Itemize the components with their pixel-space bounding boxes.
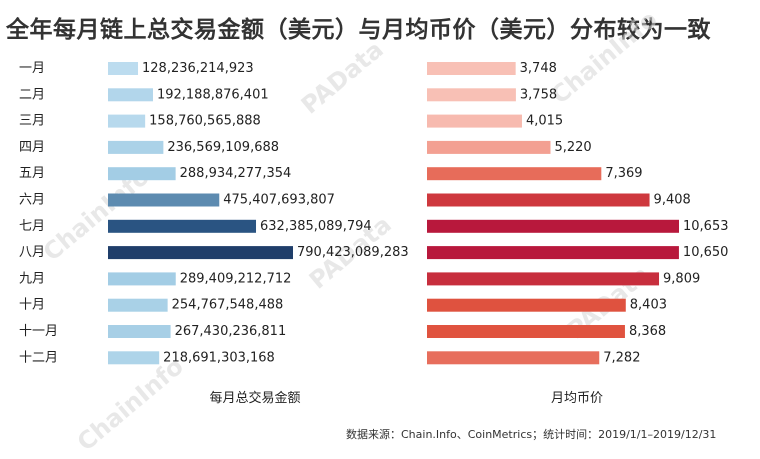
volume-bar (108, 246, 293, 260)
price-bar (427, 325, 625, 338)
price-axis-label: 月均币价 (551, 391, 603, 406)
price-value-label: 9,809 (663, 271, 700, 286)
month-label: 八月 (19, 245, 45, 260)
source-note: 数据来源：Chain.Info、CoinMetrics；统计时间：2019/1/… (346, 428, 717, 441)
price-value-label: 4,015 (526, 114, 563, 129)
month-label: 七月 (19, 219, 45, 234)
chart-title: 全年每月链上总交易金额（美元）与月均币价（美元）分布较为一致 (6, 17, 711, 43)
price-bar (427, 298, 626, 312)
price-bar (427, 246, 679, 260)
watermark: PAData (296, 35, 389, 119)
volume-value-label: 475,407,693,807 (223, 193, 335, 208)
watermark: ChainInfo (72, 352, 189, 456)
price-bar (427, 62, 516, 75)
volume-bar (108, 219, 257, 233)
price-bar (427, 219, 679, 233)
price-bar (427, 88, 516, 102)
price-bar (427, 167, 602, 181)
volume-axis-label: 每月总交易金额 (209, 390, 300, 406)
month-label: 四月 (19, 140, 45, 155)
volume-value-label: 192,188,876,401 (157, 87, 269, 102)
price-value-label: 5,220 (554, 140, 591, 155)
price-bars (427, 62, 679, 365)
price-value-label: 3,758 (520, 87, 557, 102)
month-label: 十一月 (19, 324, 58, 339)
volume-bar (108, 193, 220, 207)
volume-value-label: 158,760,565,888 (149, 114, 261, 129)
volume-value-label: 632,385,089,794 (260, 219, 372, 234)
volume-value-label: 254,767,548,488 (172, 298, 284, 313)
price-value-label: 7,369 (605, 166, 642, 181)
volume-value-label: 289,409,212,712 (180, 271, 292, 286)
month-label: 六月 (19, 193, 45, 208)
volume-bar (108, 167, 176, 181)
price-value-label: 8,368 (629, 324, 666, 339)
price-bar (427, 140, 551, 154)
price-value-label: 8,403 (630, 298, 667, 313)
volume-bar (108, 298, 168, 312)
month-label: 五月 (19, 166, 45, 181)
volume-bar (108, 140, 164, 154)
price-value-labels: 3,748 3,758 4,015 5,220 7,369 9,408 10,653 10,6… (520, 61, 729, 365)
month-label: 九月 (19, 271, 45, 286)
price-value-label: 10,650 (683, 245, 729, 260)
volume-bar (108, 325, 171, 338)
volume-value-label: 236,569,109,688 (167, 140, 279, 155)
month-label: 十月 (19, 298, 45, 313)
volume-bar (108, 351, 160, 365)
month-label: 三月 (19, 114, 45, 129)
volume-value-labels: 128,236,214,923 192,188,876,401 158,760,56… (142, 61, 409, 365)
month-label: 二月 (19, 87, 45, 102)
volume-value-label: 128,236,214,923 (142, 61, 254, 76)
price-bar (427, 272, 660, 286)
price-bar (427, 351, 600, 365)
price-bar (427, 114, 522, 128)
volume-value-label: 288,934,277,354 (180, 166, 292, 181)
volume-bars (108, 62, 293, 365)
watermark: ChainInfo (546, 5, 663, 109)
price-value-label: 9,408 (654, 193, 691, 208)
volume-bar (108, 114, 146, 128)
price-bar (427, 193, 650, 207)
volume-value-label: 267,430,236,811 (175, 324, 287, 339)
volume-value-label: 790,423,089,283 (297, 245, 409, 260)
volume-value-label: 218,691,303,168 (163, 350, 275, 365)
volume-bar (108, 88, 153, 102)
volume-bar (108, 62, 139, 75)
price-value-label: 7,282 (603, 350, 640, 365)
month-label: 十二月 (19, 350, 58, 365)
price-value-label: 10,653 (683, 219, 729, 234)
price-value-label: 3,748 (520, 61, 557, 76)
month-label: 一月 (19, 61, 45, 76)
volume-bar (108, 272, 176, 286)
